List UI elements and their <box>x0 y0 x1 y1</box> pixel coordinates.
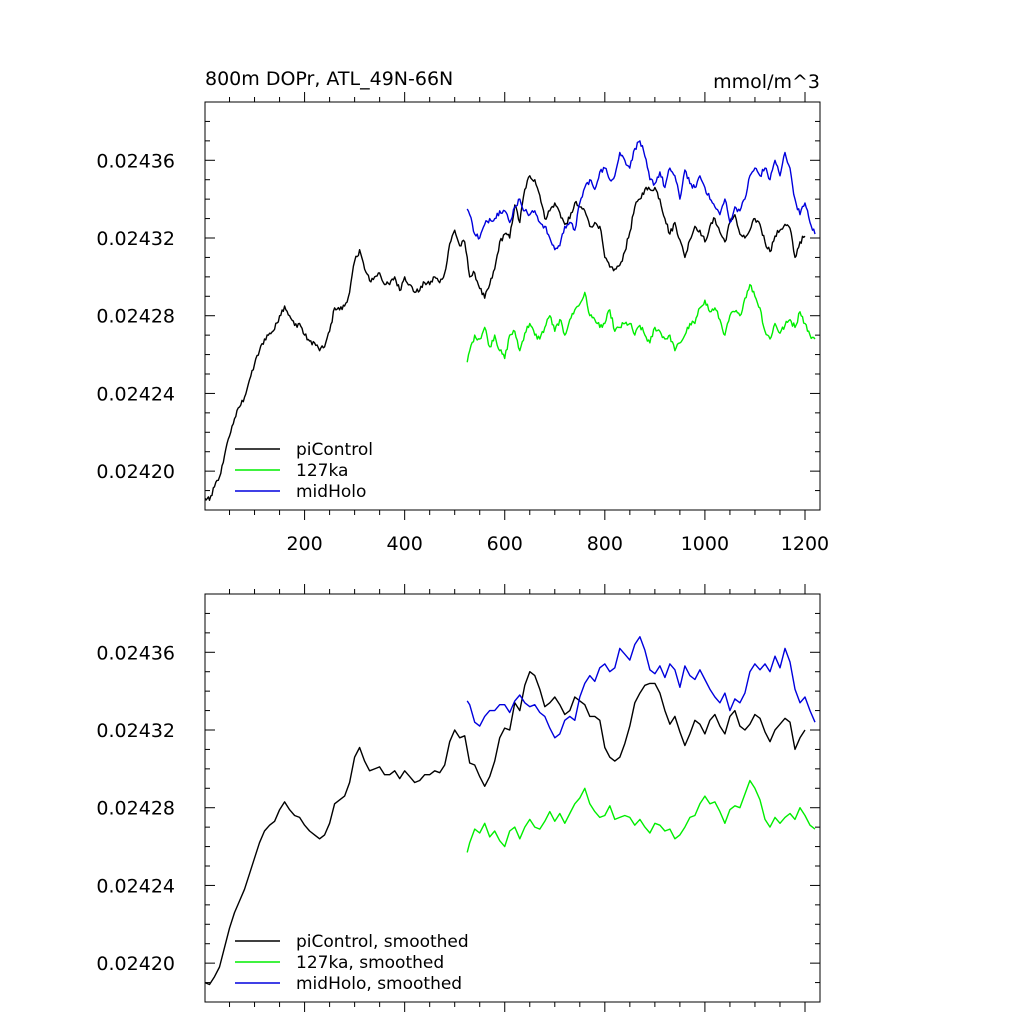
y-tick-label: 0.02420 <box>96 953 175 975</box>
x-tick-label: 1000 <box>681 533 729 555</box>
x-tick-label: 800 <box>587 533 623 555</box>
series-line-127ka <box>466 779 816 853</box>
legend-label: piControl, smoothed <box>296 932 469 952</box>
x-tick-label: 600 <box>487 533 523 555</box>
y-tick-label: 0.02420 <box>96 461 175 483</box>
top-plot-frame <box>204 101 821 511</box>
y-tick-label: 0.02436 <box>96 642 175 664</box>
chart-title: 800m DOPr, ATL_49N-66N <box>205 68 453 90</box>
x-tick-label: 200 <box>286 533 322 555</box>
y-tick-label: 0.02424 <box>96 875 175 897</box>
series-line-midholo <box>466 636 816 739</box>
legend-label: piControl <box>296 440 373 460</box>
series-line-picontrol <box>204 175 806 501</box>
y-tick-label: 0.02428 <box>96 306 175 328</box>
x-tick-label: 400 <box>387 533 423 555</box>
y-tick-label: 0.02424 <box>96 383 175 405</box>
legend-label: midHolo, smoothed <box>296 974 462 994</box>
top-plot-lines <box>204 140 816 501</box>
bottom-plot-frame <box>204 593 821 1003</box>
legend-label: 127ka <box>296 461 348 481</box>
x-tick-label: 1200 <box>781 533 829 555</box>
series-line-127ka <box>466 283 816 363</box>
bottom-axis-ticks: 0.02420 0.02424 0.02428 0.02432 0.02436 <box>96 584 820 1012</box>
series-line-picontrol <box>204 671 806 986</box>
top-axis-ticks: 0.02420 0.02424 0.02428 0.02432 0.02436 200 40… <box>96 92 829 555</box>
y-tick-label: 0.02436 <box>96 150 175 172</box>
legend-label: midHolo <box>296 482 366 502</box>
y-tick-label: 0.02428 <box>96 798 175 820</box>
y-tick-label: 0.02432 <box>96 228 175 250</box>
units-label: mmol/m^3 <box>713 71 820 93</box>
series-line-midholo <box>466 140 816 251</box>
bottom-plot-lines <box>204 636 816 986</box>
legend-label: 127ka, smoothed <box>296 953 444 973</box>
y-tick-label: 0.02432 <box>96 720 175 742</box>
top-panel: 800m DOPr, ATL_49N-66N mmol/m^3 0.024200… <box>96 68 829 555</box>
bottom-panel: 0.02420 0.02424 0.02428 0.02432 0.02436 piCo… <box>96 584 821 1012</box>
